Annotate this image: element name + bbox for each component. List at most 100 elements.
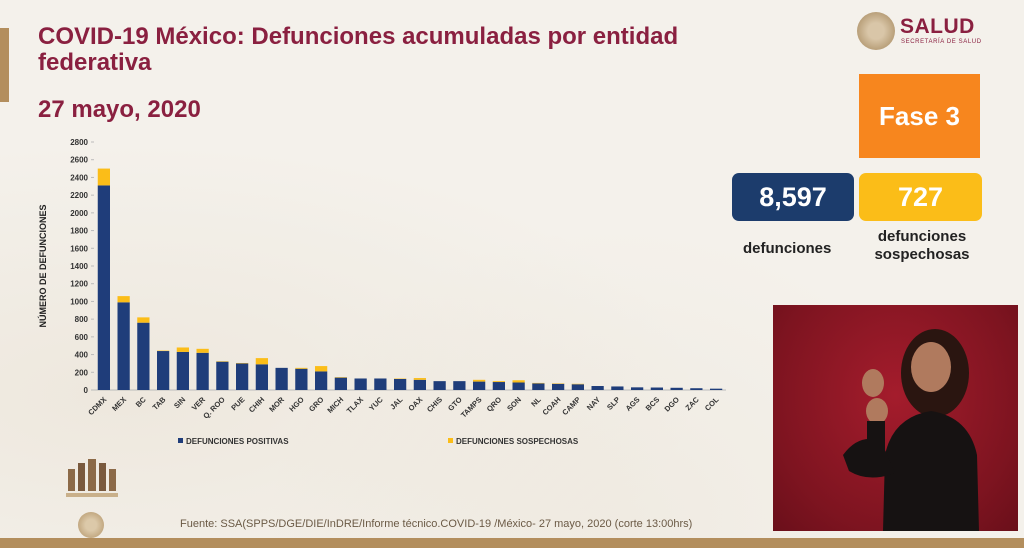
x-tick-label: GRO (307, 395, 326, 414)
y-tick-label: 2600 (70, 156, 88, 165)
bottom-seal-icon (78, 512, 104, 538)
bar-positive (196, 352, 209, 390)
bar-positive (334, 377, 347, 390)
bar-positive (571, 384, 584, 390)
legend-label-suspected: DEFUNCIONES SOSPECHOSAS (456, 437, 579, 446)
bar-positive (473, 381, 486, 390)
y-tick-label: 400 (75, 351, 89, 360)
y-tick-label: 2200 (70, 191, 88, 200)
x-tick-label: CHIS (425, 395, 444, 414)
y-tick-label: 1600 (70, 244, 88, 253)
y-axis-title: NÚMERO DE DEFUNCIONES (37, 204, 48, 327)
bar-positive (433, 381, 446, 390)
x-tick-label: TAB (151, 395, 168, 412)
x-tick-label: OAX (406, 395, 424, 413)
legend-swatch-positive (178, 438, 183, 443)
x-tick-label: BC (134, 395, 148, 409)
suspected-label: defunciones sospechosas (874, 228, 970, 263)
suspected-total-box: 727 (859, 173, 982, 221)
y-tick-label: 1400 (70, 262, 88, 271)
x-tick-label: DGO (663, 395, 682, 414)
bar-positive (690, 388, 703, 390)
bar-suspected (473, 379, 486, 382)
x-tick-label: CHIH (247, 395, 266, 414)
x-tick-label: HGO (287, 395, 306, 414)
bar-suspected (255, 358, 268, 365)
x-tick-label: PUE (229, 395, 246, 412)
bar-positive (137, 322, 150, 390)
page-title: COVID-19 México: Defunciones acumuladas … (38, 23, 679, 76)
x-tick-label: CDMX (86, 395, 108, 417)
bar-positive (275, 367, 288, 390)
bar-positive (315, 371, 328, 390)
salud-logo: SALUD SECRETARÍA DE SALUD (857, 12, 997, 52)
bar-positive (413, 379, 426, 390)
x-tick-label: COL (703, 395, 721, 413)
deaths-total-box: 8,597 (732, 173, 854, 221)
x-tick-label: COAH (541, 395, 563, 417)
logo-name: SALUD (900, 15, 975, 38)
y-tick-label: 0 (84, 386, 89, 395)
eagle-seal-icon (857, 12, 895, 50)
left-accent-bar (0, 28, 9, 102)
y-tick-label: 1200 (70, 280, 88, 289)
x-tick-label: QRO (485, 395, 504, 414)
x-tick-label: JAL (388, 395, 405, 412)
phase-badge: Fase 3 (859, 74, 980, 158)
x-tick-label: NL (529, 395, 543, 409)
x-tick-label: SLP (605, 395, 622, 412)
deaths-label: defunciones (743, 240, 832, 257)
page-date: 27 mayo, 2020 (38, 96, 201, 123)
bar-positive (532, 383, 545, 390)
x-tick-label: MOR (267, 395, 286, 414)
bar-positive (295, 368, 308, 390)
sign-language-interpreter-video (773, 305, 1018, 531)
x-tick-label: SON (505, 395, 523, 413)
heroes-emblem (64, 455, 120, 503)
x-tick-label: MEX (110, 395, 128, 413)
bar-positive (157, 351, 170, 390)
bar-positive (492, 382, 505, 390)
x-tick-label: MICH (325, 395, 345, 415)
x-tick-label: NAY (585, 395, 602, 412)
bar-positive (236, 363, 249, 390)
bar-positive (552, 383, 565, 390)
bar-positive (670, 387, 683, 390)
x-tick-label: TAMPS (459, 395, 484, 420)
bar-suspected (176, 347, 189, 352)
bar-suspected (512, 380, 525, 383)
bar-positive (176, 351, 189, 390)
y-tick-label: 1000 (70, 297, 88, 306)
y-tick-label: 2000 (70, 209, 88, 218)
bar-positive (650, 387, 663, 390)
bar-suspected (97, 168, 110, 186)
bar-suspected (315, 366, 328, 372)
bar-positive (631, 387, 644, 390)
logo-subtitle: SECRETARÍA DE SALUD (901, 39, 982, 45)
bar-suspected (137, 317, 150, 323)
bar-positive (374, 378, 387, 390)
x-tick-label: TLAX (345, 395, 365, 415)
bar-positive (611, 386, 624, 390)
x-tick-label: AGS (624, 395, 642, 413)
bar-positive (255, 364, 268, 390)
x-tick-label: SIN (172, 395, 187, 410)
bar-positive (216, 361, 229, 390)
bar-positive (97, 185, 110, 390)
bar-suspected (492, 381, 505, 383)
y-tick-label: 1800 (70, 227, 88, 236)
bar-suspected (196, 348, 209, 353)
deaths-by-state-chart: 0 200 400 600 800 1000 1200 1400 1600 1800 2000 220… (37, 138, 726, 446)
bar-positive (354, 378, 367, 390)
bar-positive (512, 382, 525, 390)
legend-swatch-suspected (448, 438, 453, 443)
y-tick-label: 600 (75, 333, 89, 342)
y-tick-label: 2400 (70, 173, 88, 182)
x-tick-label: Q. ROO (201, 395, 227, 421)
bar-positive (394, 378, 407, 390)
bar-suspected (117, 296, 130, 303)
interpreter-figure-icon (843, 329, 979, 531)
bottom-accent-bar (0, 538, 1024, 548)
y-tick-label: 800 (75, 315, 89, 324)
